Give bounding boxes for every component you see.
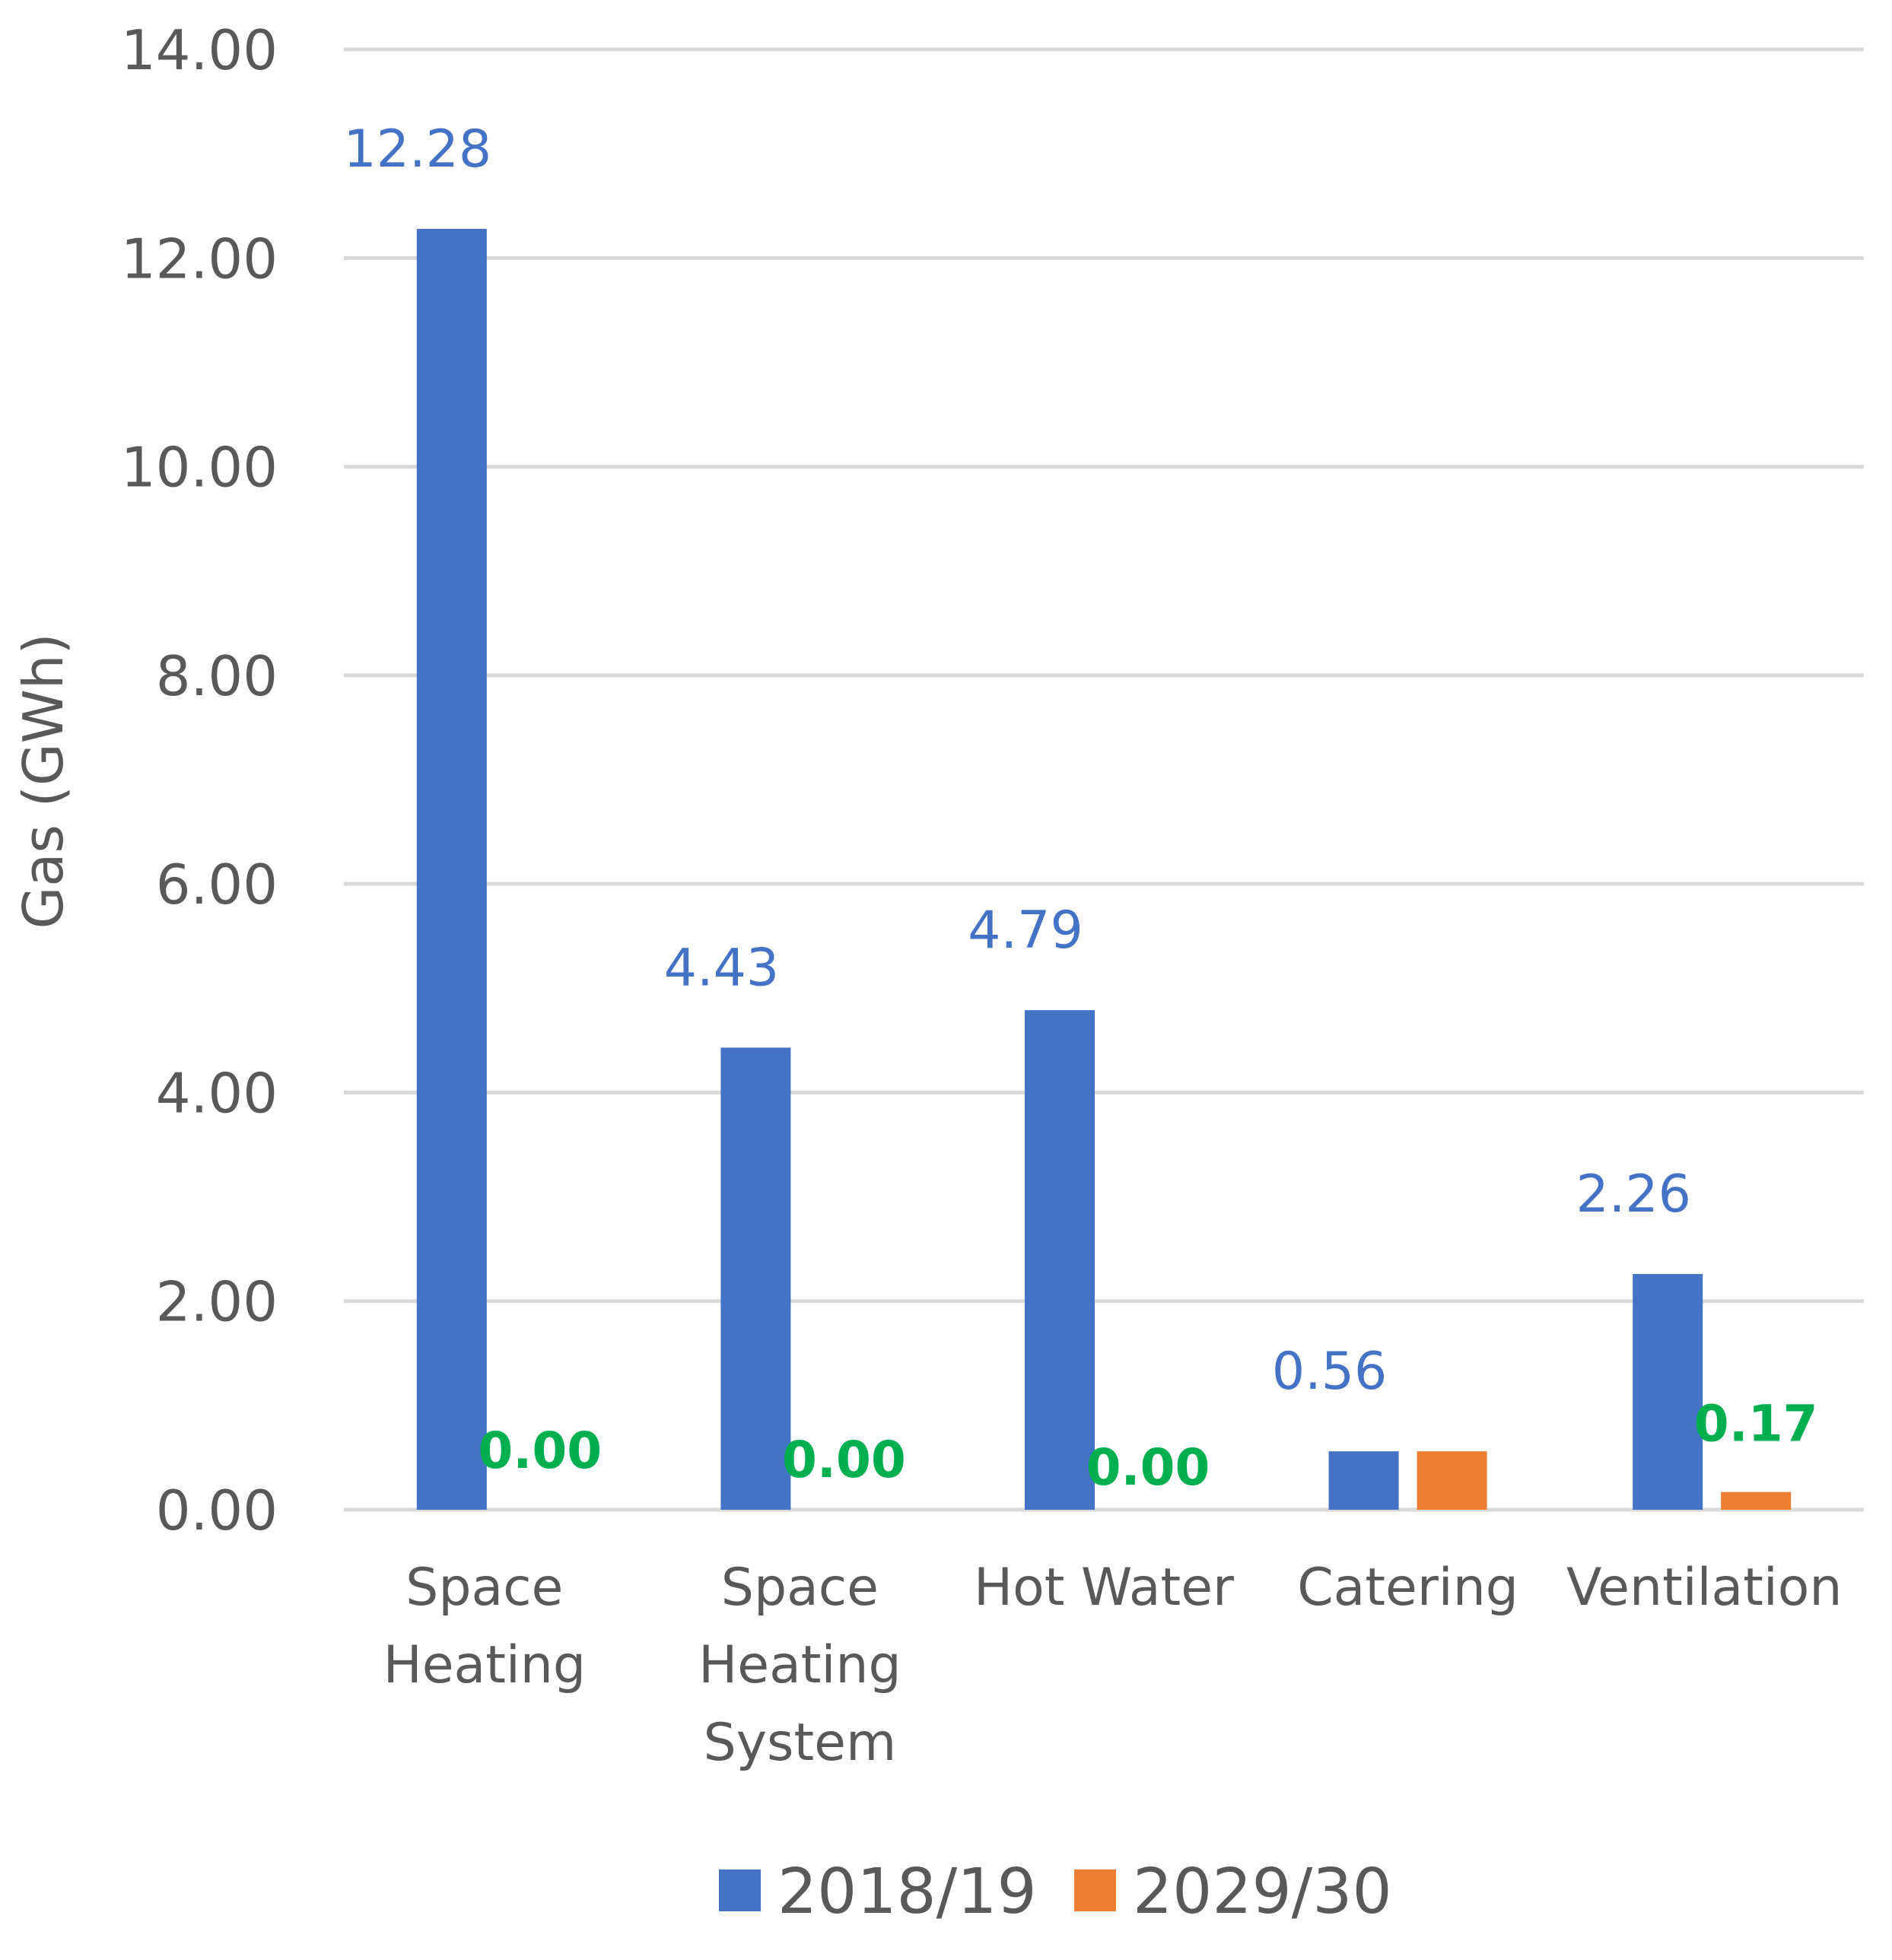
legend: 2018/19 2029/30	[719, 1856, 1392, 1928]
legend-swatch-2029-30	[1074, 1869, 1116, 1911]
legend-label-2029-30: 2029/30	[1133, 1856, 1392, 1928]
category-label: Catering	[1297, 1558, 1518, 1618]
data-label-2029-30-1: 0.00	[782, 1431, 906, 1489]
category-label: Space	[721, 1558, 879, 1618]
data-label-2029-30-0: 0.00	[478, 1422, 602, 1480]
legend-swatch-2018-19	[719, 1869, 761, 1911]
bar-2029-30-4	[1721, 1491, 1792, 1510]
data-label-2018-19-4: 2.26	[1576, 1164, 1690, 1225]
y-tick-label: 8.00	[156, 644, 278, 708]
y-tick-label: 14.00	[121, 18, 278, 82]
data-label-2018-19-1: 4.43	[664, 938, 779, 998]
data-label-2018-19-0: 12.28	[343, 119, 491, 179]
data-label-2018-19-3: 0.56	[1272, 1342, 1387, 1402]
y-tick-label: 0.00	[156, 1479, 278, 1542]
category-label: System	[704, 1713, 897, 1773]
category-label: Hot Water	[974, 1558, 1234, 1618]
data-label-2018-19-2: 4.79	[968, 901, 1083, 961]
data-label-2029-30-4: 0.17	[1694, 1395, 1818, 1453]
y-tick-label: 6.00	[156, 853, 278, 916]
y-tick-label: 12.00	[121, 227, 278, 291]
y-tick-label: 4.00	[156, 1061, 278, 1125]
data-labels: 12.28 4.43 4.79 0.56 2.26 0.00 0.00 0.00 0.17	[343, 119, 1817, 1497]
bar-2018-19-2	[1025, 1010, 1095, 1510]
bar-2029-30-3	[1417, 1451, 1487, 1510]
x-axis-categories: Space Heating Space Heating System Hot Water C…	[383, 1558, 1843, 1773]
category-label: Ventilation	[1566, 1558, 1843, 1618]
bar-2018-19-3	[1328, 1451, 1399, 1510]
category-label: Heating	[383, 1635, 586, 1695]
bar-2018-19-1	[720, 1047, 791, 1510]
bar-2018-19-4	[1633, 1274, 1703, 1510]
bar-2018-19-0	[416, 228, 487, 1510]
y-axis-title: Gas (GWh)	[11, 633, 75, 929]
gridlines	[344, 47, 1864, 1512]
category-label: Heating	[698, 1635, 901, 1695]
y-tick-label: 2.00	[156, 1270, 278, 1334]
data-label-2029-30-2: 0.00	[1086, 1438, 1210, 1497]
y-tick-label: 10.00	[121, 436, 278, 500]
y-axis-ticks: 0.00 2.00 4.00 6.00 8.00 10.00 12.00 14.00	[121, 18, 278, 1542]
bars	[416, 228, 1792, 1510]
legend-label-2018-19: 2018/19	[777, 1856, 1037, 1928]
category-label: Space	[405, 1558, 563, 1618]
